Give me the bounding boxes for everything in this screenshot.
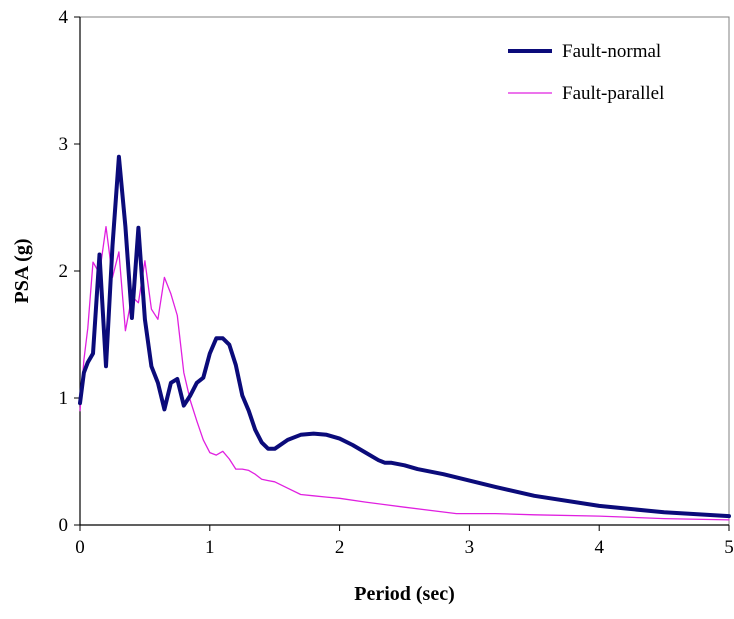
series-group	[78, 154, 731, 521]
x-axis-title: Period (sec)	[354, 583, 455, 605]
y-tick-label: 2	[59, 261, 69, 282]
axes: 0 1 2 3 4 0 1 2 3 4 5	[59, 7, 734, 558]
x-tick-label: 1	[205, 537, 215, 558]
y-tick-label: 0	[59, 515, 69, 536]
y-axis-title: PSA (g)	[11, 239, 33, 304]
x-tick-label: 4	[594, 537, 604, 558]
x-tick-label: 0	[75, 537, 85, 558]
legend-label: Fault-normal	[562, 41, 661, 62]
legend: Fault-normal Fault-parallel	[508, 41, 664, 104]
y-tick-label: 4	[59, 7, 69, 28]
legend-label: Fault-parallel	[562, 83, 664, 104]
series-line-fault-parallel	[79, 225, 730, 521]
y-tick-label: 3	[59, 134, 69, 155]
series-line-fault-normal	[78, 154, 731, 519]
y-tick-label: 1	[59, 388, 69, 409]
x-tick-label: 2	[335, 537, 345, 558]
x-tick-label: 3	[465, 537, 475, 558]
plot-frame	[79, 16, 730, 526]
plot-area	[79, 16, 730, 526]
x-tick-label: 5	[724, 537, 734, 558]
